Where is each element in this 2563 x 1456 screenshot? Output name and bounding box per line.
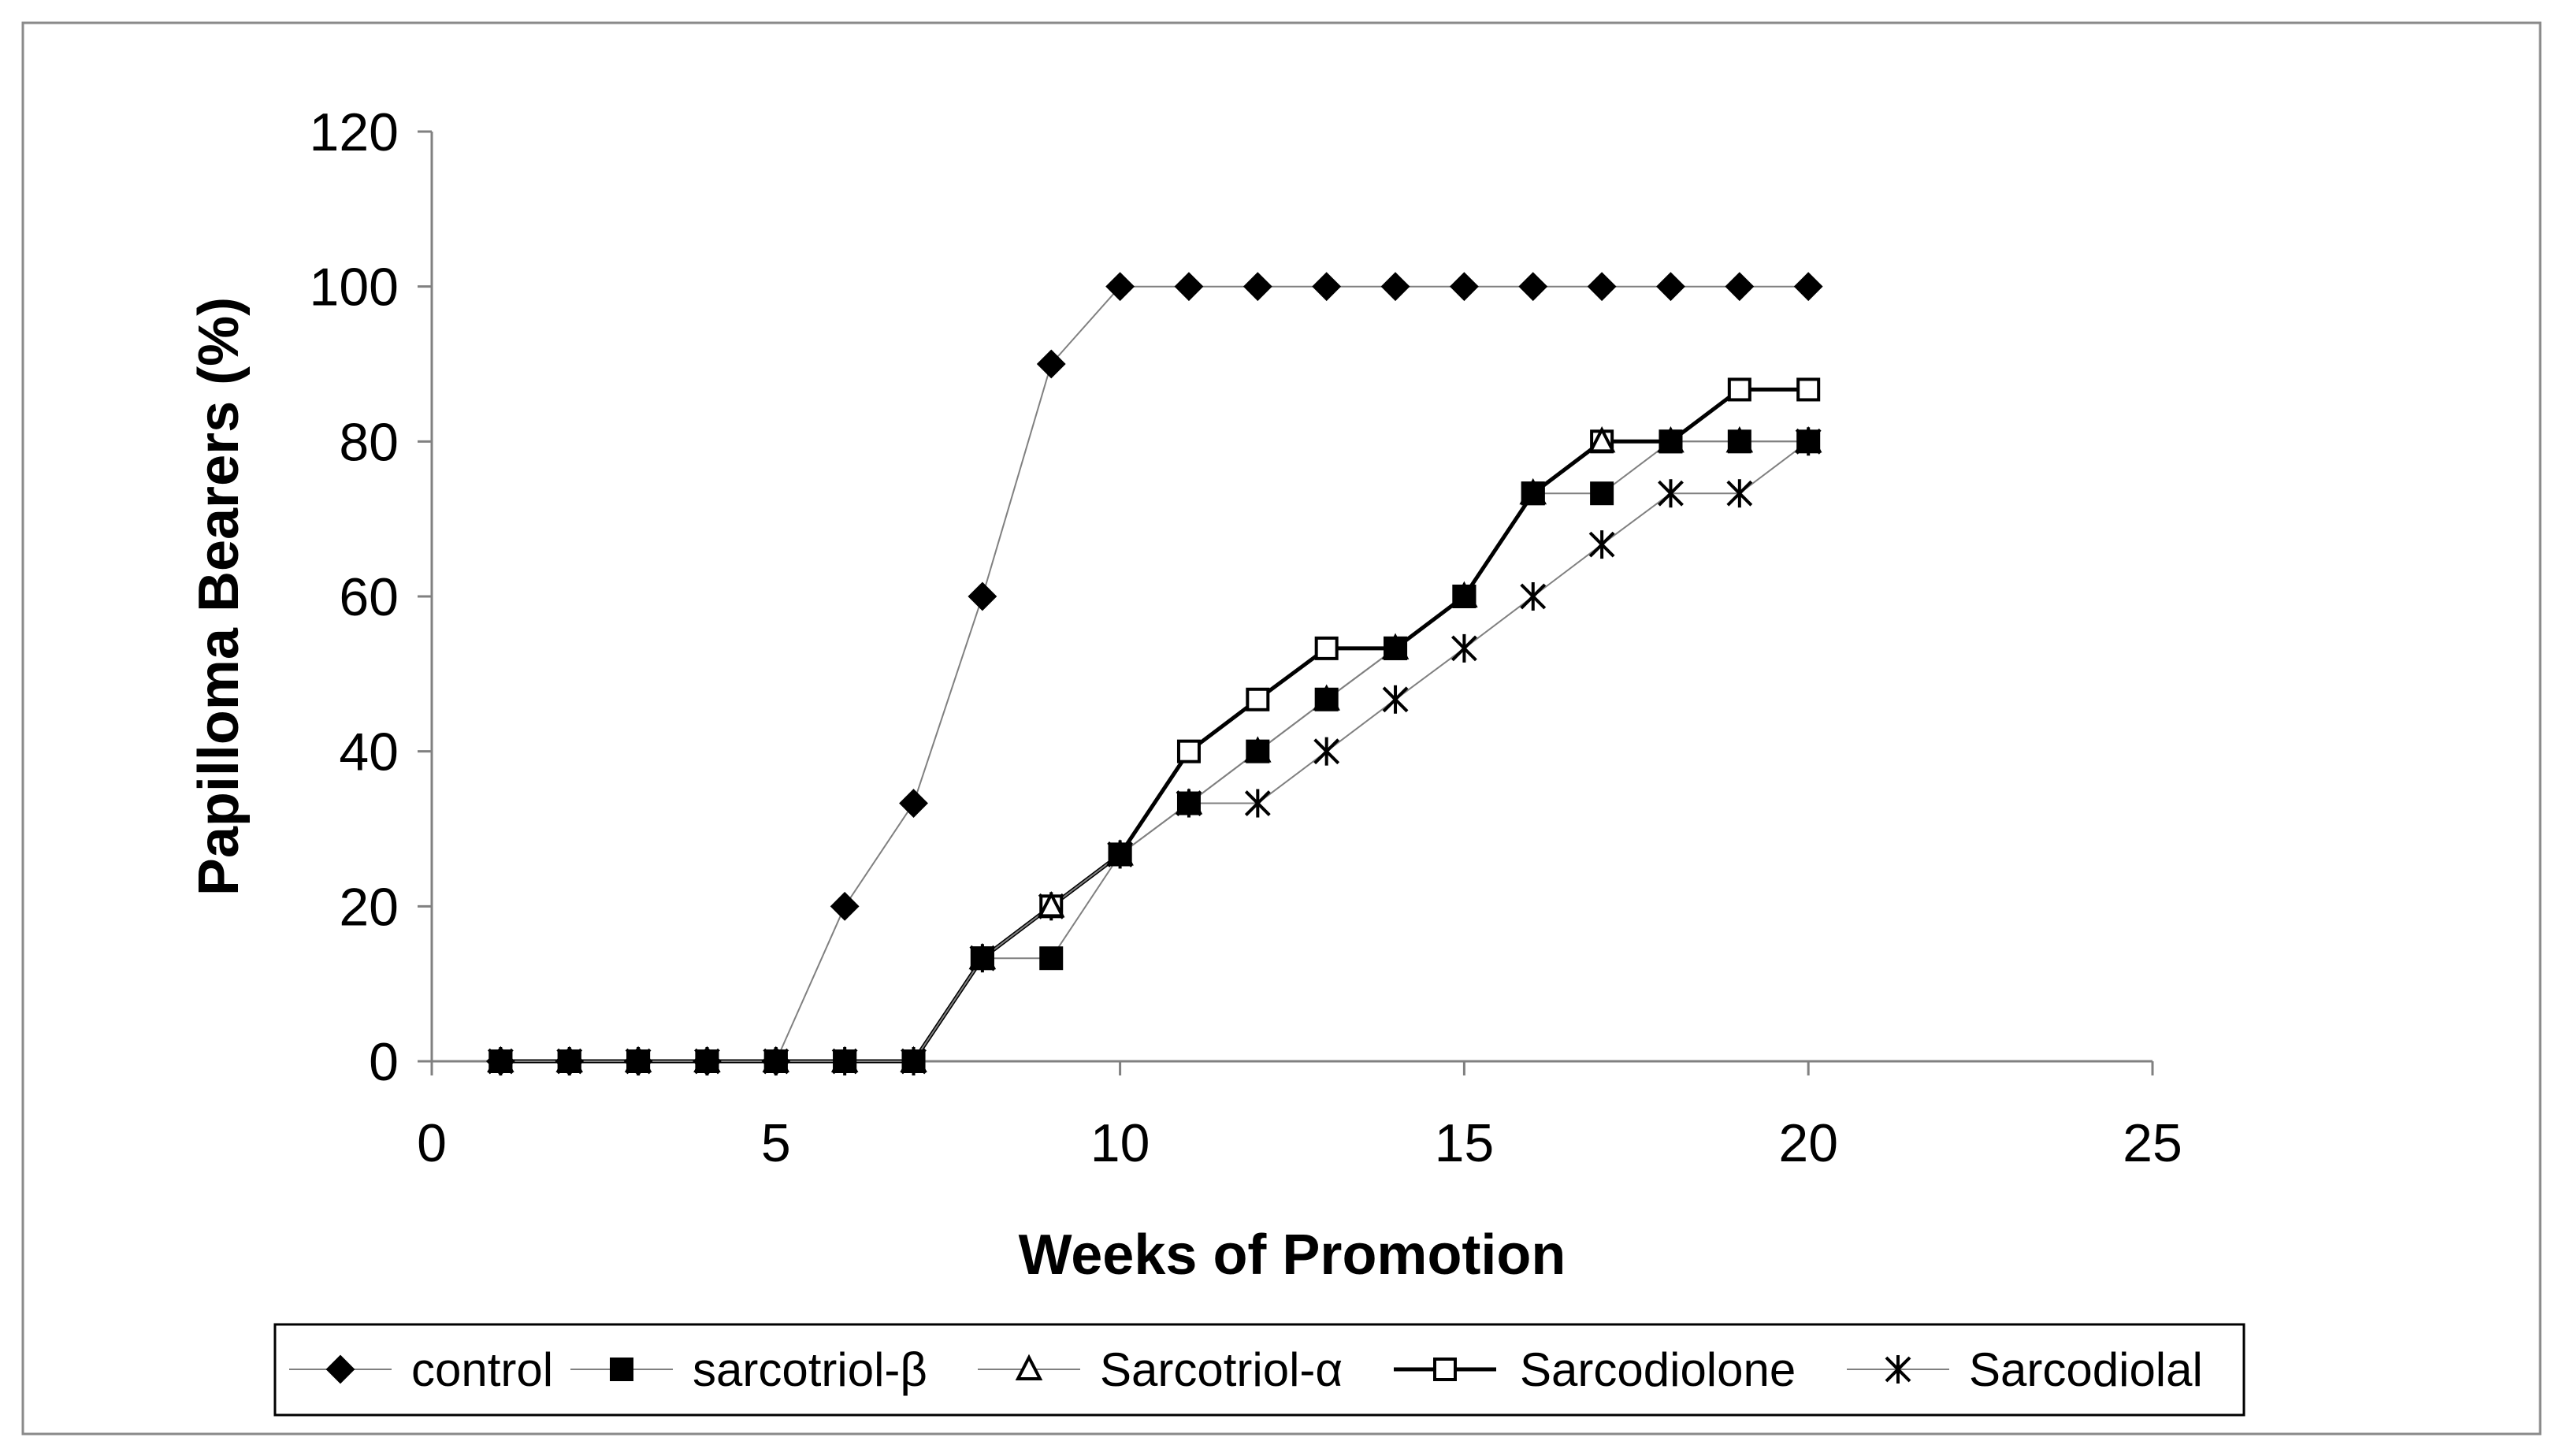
data-point-control	[968, 581, 997, 611]
y-tick-label: 80	[339, 412, 399, 472]
y-tick-label: 20	[339, 877, 399, 937]
data-point-control	[1105, 272, 1135, 302]
x-tick-label: 15	[1435, 1113, 1495, 1173]
data-point-sarcotriol-beta	[901, 1049, 926, 1073]
data-point-sarcotriol-beta	[1727, 429, 1751, 454]
x-tick-label: 25	[2123, 1113, 2182, 1173]
series-layer	[485, 272, 1823, 1076]
data-point-sarcotriol-beta	[1039, 946, 1064, 971]
y-tick-label: 40	[339, 722, 399, 782]
series-points-control	[485, 272, 1823, 1076]
y-tick-label: 0	[369, 1032, 399, 1092]
data-point-control	[1174, 272, 1204, 302]
legend-entry-sarcodiolone: Sarcodiolone	[1394, 1343, 1796, 1396]
y-axis-title: Papilloma Bearers (%)	[188, 297, 251, 896]
y-tick-label: 60	[339, 567, 399, 627]
legend-entry-control: control	[289, 1343, 553, 1396]
legend-marker-sarcotriol-beta	[610, 1358, 633, 1381]
legend-marker-sarcodiolal	[1885, 1355, 1911, 1384]
x-tick-label: 5	[761, 1113, 791, 1173]
data-point-sarcotriol-beta	[1796, 429, 1821, 454]
data-point-sarcodiolal	[1520, 582, 1547, 611]
legend-label: sarcotriol-β	[693, 1343, 927, 1396]
data-point-sarcotriol-beta	[1384, 636, 1408, 660]
data-point-sarcotriol-beta	[1314, 687, 1339, 711]
legend: control sarcotriol-β Sarcotriol-α Sarcodiol…	[273, 1323, 2245, 1417]
data-point-control	[1380, 272, 1410, 302]
data-point-sarcotriol-beta	[1521, 481, 1545, 506]
legend-label: Sarcodiolone	[1520, 1343, 1796, 1396]
data-point-control	[1036, 349, 1066, 379]
legend-marker-sarcodiolone	[1433, 1358, 1457, 1381]
series-markers	[485, 272, 1823, 1076]
data-point-sarcotriol-beta	[1590, 481, 1614, 506]
data-point-control	[485, 1046, 515, 1076]
data-point-sarcodiolal	[1451, 633, 1477, 663]
y-ticks: 0 20 40 60 80 100 120	[310, 102, 432, 1092]
data-point-control	[1449, 272, 1479, 302]
data-point-sarcotriol-beta	[833, 1049, 857, 1073]
data-point-sarcotriol-alpha	[1588, 425, 1616, 453]
legend-entry-sarcotriol-alpha: Sarcotriol-α	[978, 1343, 1343, 1396]
legend-label: Sarcotriol-α	[1100, 1343, 1343, 1396]
data-point-control	[1793, 272, 1823, 302]
legend-entry-sarcodiolal: Sarcodiolal	[1847, 1343, 2203, 1396]
x-ticks: 0 5 10 15 20 25	[417, 1061, 2182, 1173]
y-tick-label: 120	[310, 102, 399, 162]
data-point-sarcotriol-alpha	[1037, 890, 1065, 918]
data-point-control	[899, 789, 928, 818]
data-point-sarcodiolone	[1727, 377, 1751, 402]
data-point-control	[555, 1046, 585, 1076]
data-point-control	[693, 1046, 722, 1076]
data-point-sarcodiolal	[1658, 479, 1684, 508]
data-point-sarcotriol-beta	[1246, 739, 1270, 763]
data-point-sarcotriol-beta	[1108, 842, 1132, 867]
data-point-sarcodiolone	[1176, 739, 1201, 763]
legend-marker-sarcotriol-alpha	[1015, 1354, 1043, 1380]
data-point-control	[623, 1046, 653, 1076]
x-tick-label: 10	[1090, 1113, 1150, 1173]
data-point-control	[1312, 272, 1342, 302]
data-point-sarcotriol-beta	[1659, 429, 1683, 454]
legend-items: control sarcotriol-β Sarcotriol-α Sarcodiol…	[289, 1343, 2203, 1396]
legend-label: control	[411, 1343, 553, 1396]
legend-entry-sarcotriol-beta: sarcotriol-β	[570, 1343, 927, 1396]
data-point-control	[1725, 272, 1755, 302]
legend-marker-control	[325, 1354, 355, 1384]
data-point-sarcodiolal	[1588, 530, 1615, 559]
data-point-control	[1656, 272, 1685, 302]
data-point-sarcodiolal	[1382, 685, 1409, 714]
data-point-sarcotriol-beta	[1452, 585, 1477, 608]
data-point-control	[1587, 272, 1617, 302]
data-point-control	[1518, 272, 1548, 302]
data-point-sarcotriol-beta	[970, 946, 994, 971]
data-point-sarcodiolal	[1244, 789, 1271, 818]
data-point-sarcodiolone	[1246, 687, 1270, 711]
chart-frame	[21, 21, 2542, 1436]
y-tick-label: 100	[310, 258, 399, 318]
x-axis-title: Weeks of Promotion	[1019, 1224, 1566, 1287]
data-point-sarcotriol-beta	[1176, 791, 1201, 815]
x-tick-label: 20	[1778, 1113, 1838, 1173]
data-point-sarcodiolal	[1726, 479, 1753, 508]
data-point-sarcodiolal	[1313, 737, 1340, 766]
legend-label: Sarcodiolal	[1969, 1343, 2203, 1396]
x-tick-label: 0	[417, 1113, 447, 1173]
data-point-control	[761, 1046, 791, 1076]
data-point-control	[1242, 272, 1272, 302]
data-point-control	[830, 891, 860, 921]
data-point-sarcodiolone	[1314, 636, 1339, 660]
data-point-sarcodiolone	[1796, 377, 1821, 402]
